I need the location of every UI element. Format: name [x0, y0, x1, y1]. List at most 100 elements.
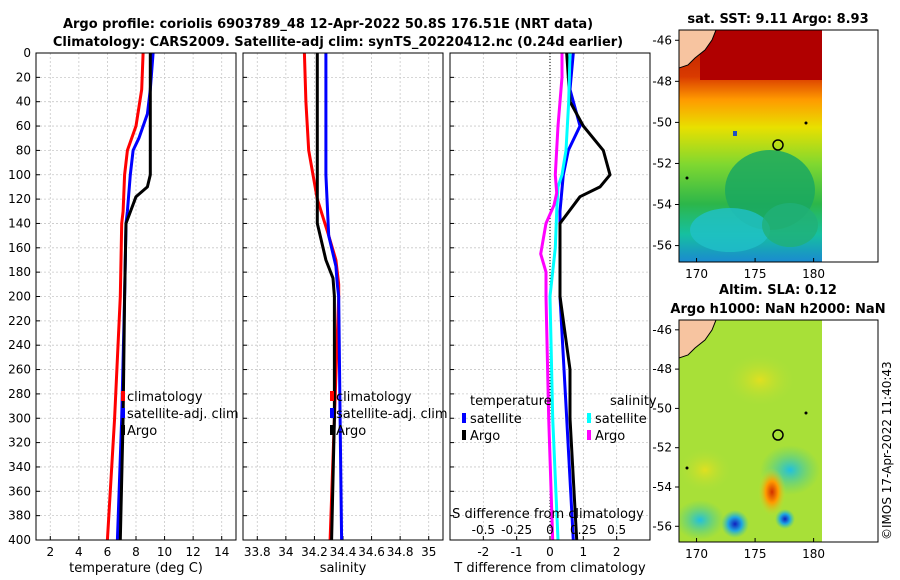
y-tick-label: 40: [16, 95, 31, 109]
series-line-2: [118, 53, 152, 541]
island-marker: [685, 176, 689, 180]
plot-frame: [35, 52, 237, 541]
sla-low-anomaly: [775, 509, 795, 529]
legend-swatch: [462, 430, 466, 440]
legend-label: satellite-adj. clim: [127, 407, 239, 422]
legend-swatch: [121, 408, 125, 418]
series-line-0: [105, 52, 145, 541]
y-tick-label: 300: [8, 411, 31, 425]
x-tick-label: 2: [46, 545, 54, 559]
series-line-3: [539, 53, 564, 541]
lat-tick-label: -50: [652, 115, 672, 129]
x-tick-label: 34.8: [387, 545, 414, 559]
x-tick-label: 10: [157, 545, 172, 559]
y-tick-label: 20: [16, 70, 31, 84]
y-tick-label: 240: [8, 338, 31, 352]
y-tick-label: 220: [8, 314, 31, 328]
y-tick-label: 80: [16, 143, 31, 157]
argo-position-marker: [772, 429, 784, 441]
y-tick-label: 60: [16, 119, 31, 133]
difference-panel: -2 -1 0 1 2 T difference from climatology temp…: [449, 52, 657, 576]
salinity-panel: 33.8 34 34.2 34.4 34.6 34.8 35 salinity climatol…: [242, 52, 448, 576]
x-tick-label: 8: [132, 545, 140, 559]
legend-swatch: [587, 430, 591, 440]
legend-label: climatology: [336, 390, 412, 405]
argo-position-marker: [772, 139, 784, 151]
y-tick-label: 0: [23, 46, 31, 60]
figure-title-line1: Argo profile: coriolis 6903789_48 12-Apr…: [63, 17, 593, 32]
sla-map-frame: [678, 319, 879, 543]
sst-cold-patch: [690, 208, 770, 252]
x-tick-label: 35: [421, 545, 436, 559]
x-axis-label: T difference from climatology: [453, 561, 646, 576]
y-tick-label: 280: [8, 387, 31, 401]
x-tick-label: 34.4: [330, 545, 357, 559]
y-tick-label: 180: [8, 265, 31, 279]
x-tick-label: 34: [278, 545, 293, 559]
y-tick-label: 140: [8, 216, 31, 230]
sla-map-axes: -46 -48 -50 -52 -54 -56 170 175 180: [652, 323, 825, 561]
top-tick-label: 0: [546, 523, 554, 537]
legend-label: satellite: [595, 412, 647, 427]
top-axis-label: S difference from climatology: [452, 507, 644, 522]
x-axis-label: salinity: [320, 561, 367, 576]
lon-tick-label: 180: [802, 267, 825, 281]
y-tick-label: 400: [8, 533, 31, 547]
sst-pixel: [733, 131, 737, 136]
island-marker: [685, 466, 689, 470]
top-tick-label: 0.25: [570, 523, 597, 537]
y-tick-label: 160: [8, 241, 31, 255]
sla-low-anomaly: [721, 510, 749, 538]
x-tick-label: 33.8: [244, 545, 271, 559]
sst-map: sat. SST: 9.11 Argo: 8.93 -46 -48 -50 -52 -5…: [652, 12, 879, 281]
lon-tick-label: 170: [685, 547, 708, 561]
x-axis-label: temperature (deg C): [69, 561, 203, 576]
x-tick-label: -1: [511, 545, 523, 559]
lat-tick-label: -52: [652, 441, 672, 455]
island-marker: [804, 411, 808, 415]
legend-label: Argo: [595, 429, 625, 444]
land-mass: [679, 320, 717, 359]
legend-swatch: [121, 391, 125, 401]
sla-map: Altim. SLA: 0.12 Argo h1000: NaN h2000: …: [652, 283, 885, 561]
x-tick-label: 34.2: [301, 545, 328, 559]
legend-label: satellite-adj. clim: [336, 407, 448, 422]
x-tick-label: 12: [186, 545, 201, 559]
plot-frame: [242, 52, 444, 541]
legend-swatch: [121, 425, 125, 435]
legend-label: climatology: [127, 390, 203, 405]
x-tick-label: 0: [546, 545, 554, 559]
lat-tick-label: -56: [652, 239, 672, 253]
y-tick-label: 320: [8, 436, 31, 450]
land-mass: [679, 30, 717, 69]
legend-swatch: [330, 391, 334, 401]
y-tick-label: 260: [8, 363, 31, 377]
sla-low-patch: [679, 500, 725, 540]
lat-tick-label: -46: [652, 323, 672, 337]
legend-label: satellite: [470, 412, 522, 427]
lon-tick-label: 175: [744, 547, 767, 561]
lat-tick-label: -56: [652, 519, 672, 533]
lat-tick-label: -54: [652, 198, 672, 212]
y-tick-label: 360: [8, 484, 31, 498]
sst-warm-region: [700, 30, 822, 80]
x-tick-label: 2: [613, 545, 621, 559]
lon-tick-label: 175: [744, 267, 767, 281]
top-tick-label: -0.25: [501, 523, 532, 537]
sst-map-title: sat. SST: 9.11 Argo: 8.93: [687, 12, 868, 27]
y-tick-label: 340: [8, 460, 31, 474]
legend-label: Argo: [470, 429, 500, 444]
top-tick-label: -0.5: [472, 523, 495, 537]
sst-green-patch: [762, 203, 818, 247]
series-line-1: [324, 53, 344, 541]
y-tick-label: 120: [8, 192, 31, 206]
x-tick-label: 6: [104, 545, 112, 559]
sst-map-frame: [678, 29, 879, 263]
legend-title-salinity: salinity: [610, 394, 657, 409]
lon-tick-label: 170: [685, 267, 708, 281]
plot-frame: [449, 52, 651, 541]
lat-tick-label: -48: [652, 362, 672, 376]
timestamp: ©IMOS 17-Apr-2022 11:40:43: [880, 361, 894, 540]
y-tick-label: 200: [8, 290, 31, 304]
